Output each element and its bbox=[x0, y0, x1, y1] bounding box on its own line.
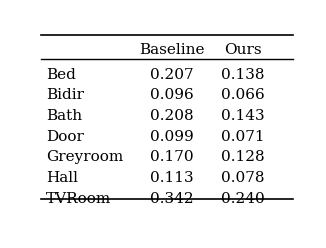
Text: 0.208: 0.208 bbox=[150, 109, 194, 123]
Text: 0.170: 0.170 bbox=[150, 150, 194, 164]
Text: 0.143: 0.143 bbox=[221, 109, 265, 123]
Text: Bed: Bed bbox=[46, 68, 76, 82]
Text: 0.138: 0.138 bbox=[221, 68, 265, 82]
Text: 0.113: 0.113 bbox=[150, 171, 194, 185]
Text: Hall: Hall bbox=[46, 171, 78, 185]
Text: 0.128: 0.128 bbox=[221, 150, 265, 164]
Text: 0.240: 0.240 bbox=[221, 192, 265, 206]
Text: Door: Door bbox=[46, 130, 84, 144]
Text: Bath: Bath bbox=[46, 109, 82, 123]
Text: Greyroom: Greyroom bbox=[46, 150, 123, 164]
Text: TVRoom: TVRoom bbox=[46, 192, 111, 206]
Text: 0.099: 0.099 bbox=[150, 130, 194, 144]
Text: 0.066: 0.066 bbox=[221, 89, 265, 102]
Text: 0.078: 0.078 bbox=[221, 171, 265, 185]
Text: Ours: Ours bbox=[224, 43, 262, 57]
Text: 0.096: 0.096 bbox=[150, 89, 194, 102]
Text: Baseline: Baseline bbox=[140, 43, 205, 57]
Text: 0.207: 0.207 bbox=[150, 68, 194, 82]
Text: Bidir: Bidir bbox=[46, 89, 84, 102]
Text: 0.342: 0.342 bbox=[150, 192, 194, 206]
Text: 0.071: 0.071 bbox=[221, 130, 265, 144]
